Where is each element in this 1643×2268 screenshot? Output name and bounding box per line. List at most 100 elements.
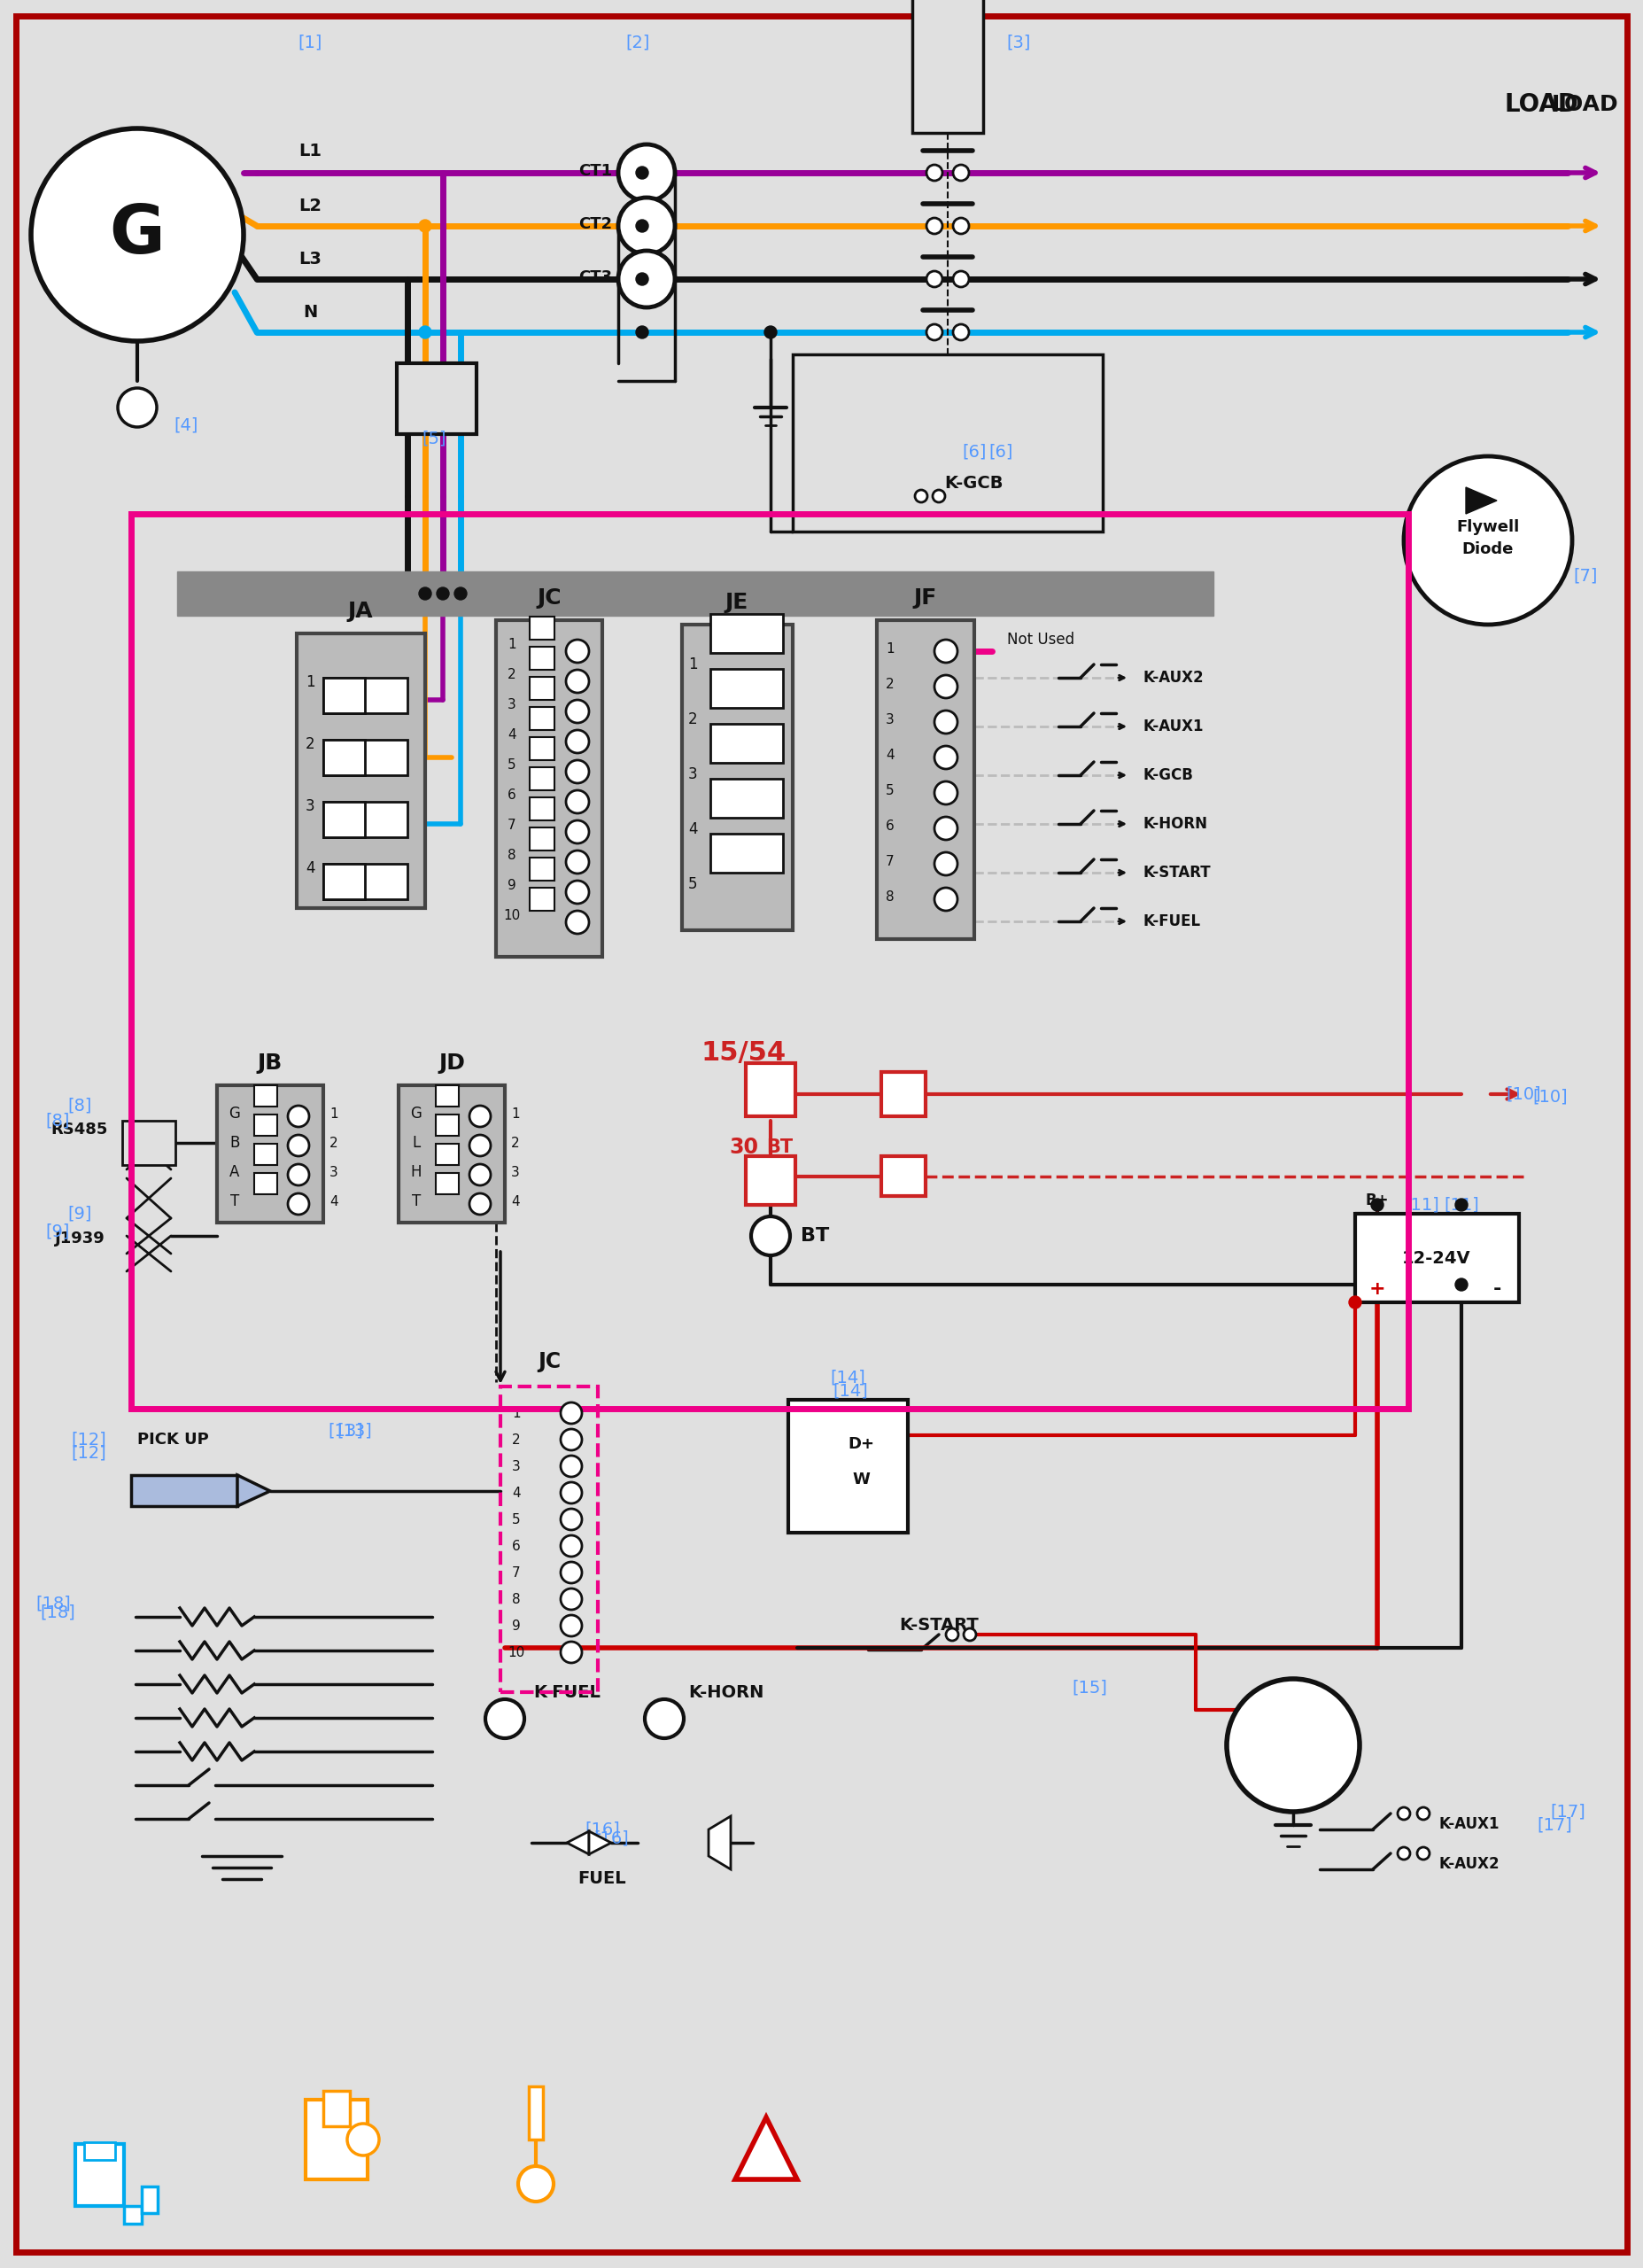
Text: 1: 1 [886, 642, 894, 655]
Text: [15]: [15] [1071, 1678, 1107, 1696]
Bar [141, 2186, 158, 2214]
Bar [255, 1173, 278, 1195]
Bar [529, 857, 554, 880]
Circle shape [565, 701, 588, 723]
Text: 6: 6 [886, 819, 894, 832]
Circle shape [419, 327, 432, 338]
Bar [501, 1386, 598, 1692]
Text: 2: 2 [306, 737, 315, 753]
Text: BT: BT [766, 1139, 794, 1157]
Text: K-AUX1: K-AUX1 [1142, 719, 1203, 735]
Polygon shape [734, 2118, 797, 2180]
Circle shape [419, 220, 432, 231]
Circle shape [565, 640, 588, 662]
Circle shape [437, 587, 449, 599]
Circle shape [927, 218, 943, 234]
Bar [131, 515, 1408, 1408]
Polygon shape [237, 1474, 269, 1506]
Text: W: W [853, 1472, 869, 1488]
Text: [11]: [11] [1405, 1198, 1439, 1213]
Circle shape [560, 1429, 582, 1449]
Text: [12]: [12] [71, 1445, 107, 1461]
Text: 30: 30 [729, 1136, 759, 1159]
Circle shape [927, 272, 943, 288]
Text: [17]: [17] [1549, 1803, 1585, 1821]
Text: D+: D+ [848, 1436, 874, 1452]
Circle shape [419, 587, 432, 599]
Polygon shape [1466, 488, 1497, 515]
Text: [14]: [14] [830, 1370, 866, 1386]
Circle shape [618, 197, 675, 254]
Text: 2: 2 [508, 667, 516, 680]
Text: [8]: [8] [67, 1098, 92, 1114]
Text: 8: 8 [886, 889, 894, 903]
Text: 2: 2 [513, 1433, 521, 1447]
Text: L: L [412, 1134, 421, 1150]
Text: 10: 10 [508, 1647, 524, 1658]
Text: CT3: CT3 [578, 270, 613, 286]
Text: B+: B+ [1365, 1193, 1388, 1209]
Text: JC: JC [537, 587, 562, 608]
Circle shape [953, 272, 969, 288]
Text: K-HORN: K-HORN [1142, 816, 1208, 832]
Text: K-AUX2: K-AUX2 [1142, 669, 1203, 685]
Text: 3: 3 [508, 699, 516, 710]
Text: [13]: [13] [337, 1422, 371, 1440]
Text: 3: 3 [330, 1166, 338, 1179]
Circle shape [935, 640, 958, 662]
Text: 12-24V: 12-24V [1401, 1250, 1470, 1266]
Bar [123, 2207, 141, 2223]
Text: 4: 4 [306, 860, 315, 875]
Text: N: N [302, 304, 317, 320]
Text: 8: 8 [513, 1592, 521, 1606]
Circle shape [935, 853, 958, 875]
Text: [10]: [10] [1507, 1086, 1541, 1102]
Bar [710, 835, 784, 873]
Bar [324, 803, 365, 837]
Text: 1: 1 [508, 637, 516, 651]
Text: 7: 7 [513, 1565, 521, 1579]
Circle shape [935, 746, 958, 769]
Circle shape [288, 1193, 309, 1216]
Circle shape [1227, 1678, 1359, 1812]
Circle shape [470, 1163, 491, 1186]
Text: [1]: [1] [297, 34, 322, 50]
Polygon shape [708, 1817, 731, 1869]
Bar [682, 624, 792, 930]
Circle shape [1456, 1200, 1467, 1211]
Bar [529, 708, 554, 730]
Circle shape [288, 1107, 309, 1127]
Bar [324, 739, 365, 776]
Bar [306, 2100, 368, 2180]
Text: 9: 9 [513, 1619, 521, 1633]
Circle shape [560, 1483, 582, 1504]
Text: G: G [228, 1107, 240, 1123]
Circle shape [1418, 1846, 1429, 1860]
Bar [324, 739, 407, 776]
Text: K-GCB: K-GCB [1142, 767, 1193, 782]
Text: K-AUX1: K-AUX1 [1439, 1817, 1500, 1833]
Text: FUEL: FUEL [578, 1869, 626, 1887]
Text: Not Used: Not Used [1007, 633, 1075, 649]
Text: 3: 3 [688, 767, 697, 782]
Text: CT1: CT1 [578, 163, 613, 179]
Circle shape [118, 388, 156, 426]
Polygon shape [588, 1830, 611, 1855]
Text: [16]: [16] [585, 1821, 619, 1837]
Bar [529, 887, 554, 912]
Text: -: - [767, 1222, 777, 1250]
Bar [131, 1474, 237, 1506]
Bar [435, 1173, 458, 1195]
Text: K-START: K-START [1142, 864, 1211, 880]
Circle shape [565, 760, 588, 782]
Bar [435, 1143, 458, 1166]
Text: 1: 1 [330, 1107, 338, 1120]
Text: RS485: RS485 [51, 1123, 108, 1139]
Text: L2: L2 [299, 197, 322, 213]
Text: 10: 10 [503, 909, 521, 921]
Text: 50: 50 [892, 1089, 915, 1105]
Bar [255, 1143, 278, 1166]
Text: 8: 8 [508, 848, 516, 862]
Text: 2: 2 [511, 1136, 519, 1150]
Circle shape [470, 1107, 491, 1127]
